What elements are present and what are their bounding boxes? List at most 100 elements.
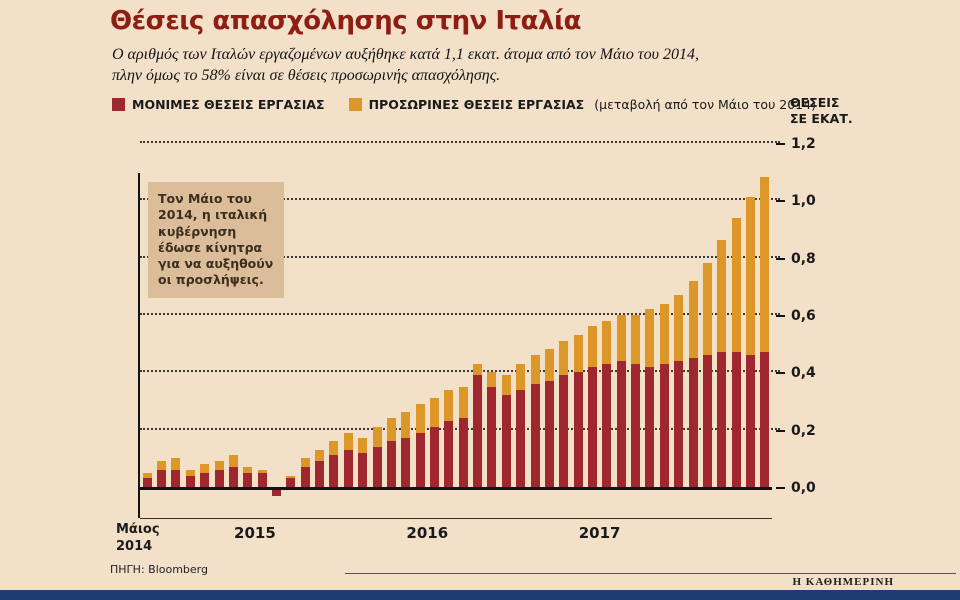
y-axis-tick-icon — [776, 143, 785, 145]
bar-segment-temporary — [157, 461, 167, 470]
bar-segment-permanent — [659, 363, 669, 487]
bar-segment-permanent — [631, 363, 641, 487]
bar-segment-permanent — [717, 352, 727, 487]
bar-segment-permanent — [530, 383, 540, 487]
bar-segment-permanent — [731, 352, 741, 487]
legend-note-temporary: (μεταβολή από τον Μάιο του 2014) — [594, 97, 816, 112]
y-axis-label: 0,2 — [776, 423, 816, 439]
source-label: ΠΗΓΗ: Bloomberg — [110, 563, 208, 576]
bar-segment-temporary — [142, 472, 152, 479]
bar-segment-temporary — [559, 340, 569, 376]
bar-segment-temporary — [171, 458, 181, 470]
subtitle: Ο αριθμός των Ιταλών εργαζομένων αυξήθηκ… — [112, 44, 699, 86]
x-axis-year-label: 2016 — [406, 524, 449, 542]
bar-segment-temporary — [760, 177, 770, 353]
y-axis-tick-icon — [776, 487, 785, 489]
bar-segment-temporary — [243, 466, 253, 473]
bar-segment-permanent — [171, 469, 181, 487]
bar-segment-temporary — [616, 315, 626, 361]
bar-segment-temporary — [631, 315, 641, 364]
legend-label-temporary: ΠΡΟΣΩΡΙΝΕΣ ΘΕΣΕΙΣ ΕΡΓΑΣΙΑΣ — [368, 97, 585, 112]
bar-segment-temporary — [444, 389, 454, 422]
bar-segment-permanent — [415, 432, 425, 487]
x-axis-year-label: 2017 — [578, 524, 621, 542]
bar-segment-permanent — [688, 358, 698, 487]
bar-segment-permanent — [674, 360, 684, 487]
bar-segment-permanent — [587, 366, 597, 487]
bar-segment-temporary — [401, 412, 411, 439]
bar-segment-permanent — [200, 472, 210, 487]
bar-segment-temporary — [544, 349, 554, 381]
bar-segment-permanent — [458, 418, 468, 487]
y-axis-label: 1,0 — [776, 193, 816, 209]
bar-segment-temporary — [659, 303, 669, 364]
bar-segment-permanent — [501, 395, 511, 487]
bar-segment-permanent — [329, 455, 339, 487]
legend-label-permanent: ΜΟΝΙΜΕΣ ΘΕΣΕΙΣ ΕΡΓΑΣΙΑΣ — [132, 97, 325, 112]
bar-segment-permanent — [429, 426, 439, 487]
y-axis-label: 1,2 — [776, 136, 816, 152]
x-axis: Μάιος 2014 2015 2016 2017 — [116, 518, 772, 561]
y-axis-tick-icon — [776, 372, 785, 375]
bar-segment-temporary — [200, 464, 210, 473]
bar-segment-temporary — [329, 441, 339, 456]
bar-segment-permanent — [516, 389, 526, 487]
y-axis-tick-icon — [776, 257, 785, 260]
bar-segment-permanent — [343, 449, 353, 487]
bar-segment-permanent — [645, 366, 655, 487]
subtitle-line-2: πλην όμως το 58% είναι σε θέσεις προσωρι… — [112, 67, 501, 85]
bar-segment-permanent — [386, 441, 396, 487]
bar-segment-permanent — [228, 466, 238, 487]
x-axis-year-label: 2015 — [234, 524, 276, 542]
y-axis-unit-label: ΘΕΣΕΙΣ ΣΕ ΕΚΑΤ. — [790, 95, 853, 126]
y-axis-tick-icon — [776, 315, 785, 317]
bar-segment-temporary — [343, 432, 353, 450]
page-title: Θέσεις απασχόλησης στην Ιταλία — [110, 6, 581, 36]
gridline — [140, 255, 780, 258]
y-axis-tick-icon — [776, 200, 785, 203]
bar-segment-permanent — [271, 490, 281, 496]
permanent-swatch-icon — [112, 98, 125, 111]
y-axis-label: 0,0 — [776, 480, 816, 496]
bar-segment-temporary — [717, 240, 727, 353]
bar-segment-permanent — [286, 478, 296, 487]
bar-segment-permanent — [372, 446, 382, 487]
temporary-swatch-icon — [348, 98, 362, 111]
unit-label-line-1: ΘΕΣΕΙΣ — [790, 95, 840, 110]
subtitle-line-1: Ο αριθμός των Ιταλών εργαζομένων αυξήθηκ… — [112, 46, 699, 63]
legend-item-permanent: ΜΟΝΙΜΕΣ ΘΕΣΕΙΣ ΕΡΓΑΣΙΑΣ — [112, 97, 325, 112]
bar-segment-temporary — [228, 455, 238, 467]
annotation-text: Τον Μάιο του 2014, η ιταλική κυβέρνηση έ… — [158, 191, 274, 288]
bar-segment-temporary — [731, 217, 741, 353]
bar-segment-temporary — [386, 418, 396, 442]
gridline — [140, 313, 780, 315]
y-axis-label: 0,8 — [776, 251, 816, 267]
bar-segment-permanent — [602, 363, 612, 487]
gridline — [140, 370, 780, 373]
bar-segment-temporary — [602, 320, 612, 364]
x-axis-start-label-line-2: 2014 — [116, 538, 153, 554]
bar-segment-permanent — [157, 469, 167, 487]
bar-segment-permanent — [702, 355, 712, 487]
y-axis-label: 0,6 — [776, 308, 816, 324]
gridline — [140, 198, 780, 201]
x-axis-start-label: Μάιος 2014 — [116, 522, 160, 556]
bar-segment-temporary — [587, 326, 597, 367]
gridline — [140, 141, 780, 143]
bar-segment-permanent — [358, 452, 368, 487]
footer-divider — [345, 573, 956, 574]
bar-segment-permanent — [559, 375, 569, 487]
bar-segment-permanent — [473, 375, 483, 487]
bar-segment-permanent — [300, 466, 310, 487]
legend: ΜΟΝΙΜΕΣ ΘΕΣΕΙΣ ΕΡΓΑΣΙΑΣ ΠΡΟΣΩΡΙΝΕΣ ΘΕΣΕΙ… — [112, 97, 816, 112]
bar-segment-temporary — [358, 438, 368, 453]
bar-segment-temporary — [473, 363, 483, 376]
bar-segment-permanent — [573, 372, 583, 487]
bar-segment-permanent — [315, 461, 325, 487]
bar-segment-permanent — [243, 472, 253, 487]
bar-segment-temporary — [573, 335, 583, 373]
y-axis-label: 0,4 — [776, 365, 816, 381]
bar-segment-temporary — [458, 386, 468, 419]
bar-segment-temporary — [516, 363, 526, 390]
